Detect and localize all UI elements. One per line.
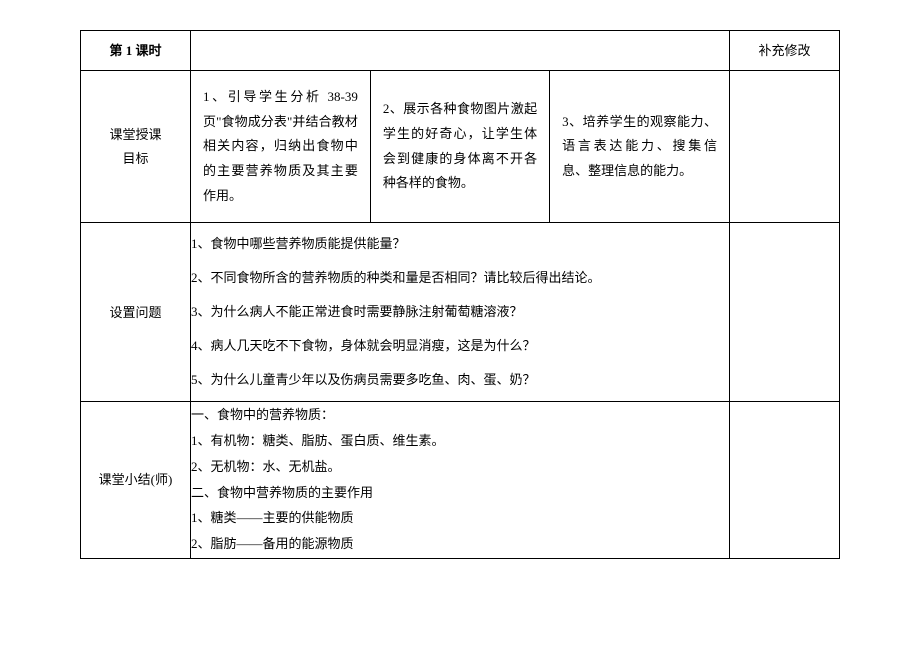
goals-supplement-cell (730, 71, 840, 223)
summary-line-1: 一、食物中的营养物质： (191, 403, 729, 428)
summary-line-6: 2、脂肪——备用的能源物质 (191, 532, 729, 557)
goal-2: 2、展示各种食物图片激起学生的好奇心，让学生体会到健康的身体离不开各种各样的食物… (370, 71, 549, 222)
goals-inner-table: 1、引导学生分析 38-39 页"食物成分表"并结合教材相关内容，归纳出食物中的… (191, 71, 729, 222)
goals-label-line2: 目标 (122, 151, 148, 166)
question-1: 1、食物中哪些营养物质能提供能量？ (191, 231, 729, 257)
period-label: 第 1 课时 (81, 31, 191, 71)
goal-3: 3、培养学生的观察能力、语言表达能力、搜集信息、整理信息的能力。 (550, 71, 729, 222)
summary-content-cell: 一、食物中的营养物质： 1、有机物：糖类、脂肪、蛋白质、维生素。 2、无机物：水… (191, 402, 730, 558)
question-3: 3、为什么病人不能正常进食时需要静脉注射葡萄糖溶液？ (191, 299, 729, 325)
questions-label-cell: 设置问题 (81, 223, 191, 402)
question-4: 4、病人几天吃不下食物，身体就会明显消瘦，这是为什么？ (191, 333, 729, 359)
summary-line-2: 1、有机物：糖类、脂肪、蛋白质、维生素。 (191, 429, 729, 454)
goals-content-cell: 1、引导学生分析 38-39 页"食物成分表"并结合教材相关内容，归纳出食物中的… (191, 71, 730, 223)
question-2: 2、不同食物所含的营养物质的种类和量是否相同？请比较后得出结论。 (191, 265, 729, 291)
header-empty-cell (191, 31, 730, 71)
questions-supplement-cell (730, 223, 840, 402)
goals-label-cell: 课堂授课 目标 (81, 71, 191, 223)
supplement-header: 补充修改 (730, 31, 840, 71)
summary-line-3: 2、无机物：水、无机盐。 (191, 455, 729, 480)
goals-row: 课堂授课 目标 1、引导学生分析 38-39 页"食物成分表"并结合教材相关内容… (81, 71, 840, 223)
header-row: 第 1 课时 补充修改 (81, 31, 840, 71)
lesson-plan-table: 第 1 课时 补充修改 课堂授课 目标 1、引导学生分析 38-39 页"食物成… (80, 30, 840, 559)
question-5: 5、为什么儿童青少年以及伤病员需要多吃鱼、肉、蛋、奶？ (191, 367, 729, 393)
summary-label-cell: 课堂小结(师) (81, 402, 191, 558)
goals-label-line1: 课堂授课 (109, 127, 161, 142)
goal-1: 1、引导学生分析 38-39 页"食物成分表"并结合教材相关内容，归纳出食物中的… (191, 71, 370, 222)
summary-supplement-cell (730, 402, 840, 558)
summary-row: 课堂小结(师) 一、食物中的营养物质： 1、有机物：糖类、脂肪、蛋白质、维生素。… (81, 402, 840, 558)
summary-line-4: 二、食物中营养物质的主要作用 (191, 481, 729, 506)
questions-content-cell: 1、食物中哪些营养物质能提供能量？ 2、不同食物所含的营养物质的种类和量是否相同… (191, 223, 730, 402)
summary-line-5: 1、糖类——主要的供能物质 (191, 506, 729, 531)
questions-row: 设置问题 1、食物中哪些营养物质能提供能量？ 2、不同食物所含的营养物质的种类和… (81, 223, 840, 402)
